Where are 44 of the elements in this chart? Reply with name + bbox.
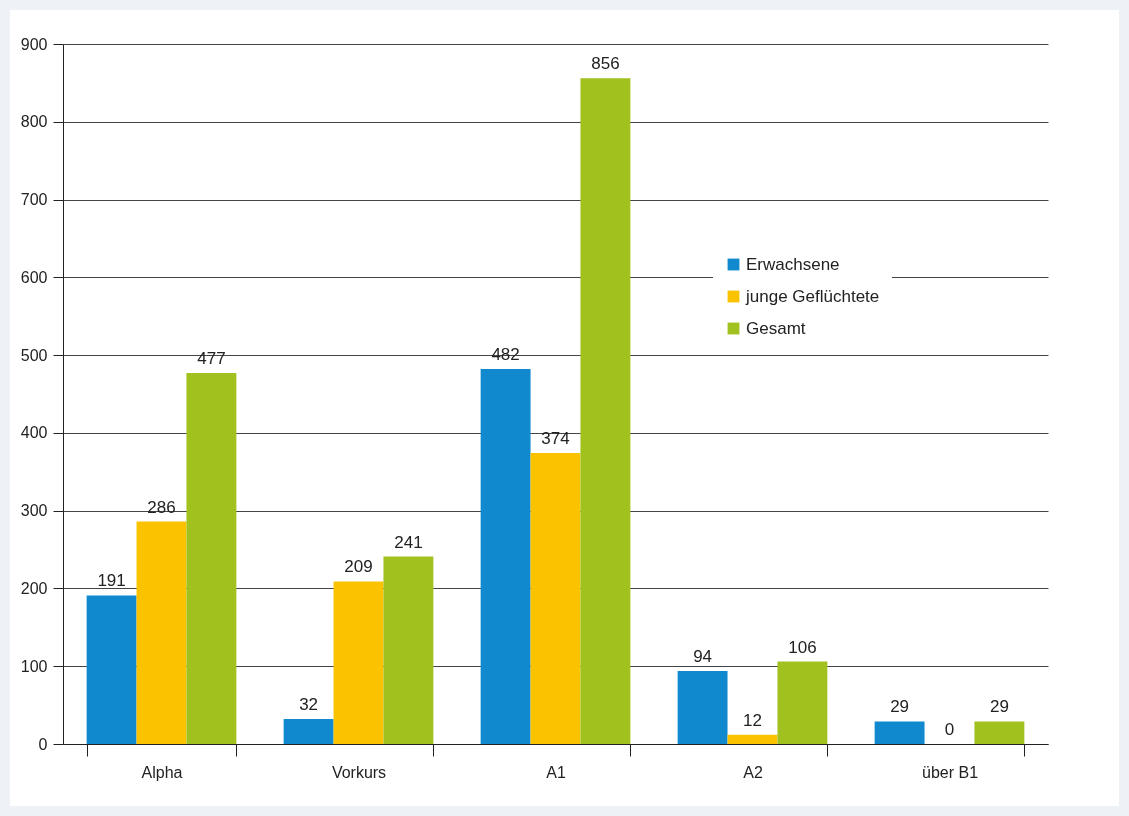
legend-label: Gesamt <box>746 318 806 338</box>
y-tick-label: 200 <box>20 579 48 597</box>
data-label: 241 <box>394 532 423 552</box>
x-tick-label: Alpha <box>141 763 183 781</box>
bar <box>677 670 728 744</box>
y-tick-label: 500 <box>20 346 48 364</box>
y-tick-label: 0 <box>38 735 48 753</box>
data-label: 32 <box>299 695 319 715</box>
y-tick-label: 100 <box>20 657 48 675</box>
y-tick-label: 400 <box>20 424 48 442</box>
data-label: 12 <box>743 710 762 730</box>
data-label: 29 <box>989 697 1009 717</box>
x-tick-label: über B1 <box>921 763 979 781</box>
bar <box>874 721 925 744</box>
data-label: 106 <box>788 637 817 657</box>
bar <box>383 556 434 744</box>
bar <box>136 521 187 744</box>
bar <box>86 595 137 744</box>
bar <box>480 369 531 744</box>
bar <box>974 721 1025 744</box>
x-tick-label: A1 <box>546 763 566 781</box>
legend-label: Erwachsene <box>746 254 840 274</box>
y-tick-label: 700 <box>20 191 48 209</box>
data-label: 856 <box>591 54 620 74</box>
y-tick-label: 900 <box>20 35 48 53</box>
bar <box>186 373 237 744</box>
bar <box>777 661 828 744</box>
y-tick-label: 800 <box>20 113 48 131</box>
data-label: 29 <box>890 697 910 717</box>
x-tick-label: Vorkurs <box>331 763 387 781</box>
data-label: 374 <box>541 429 570 449</box>
data-label: 94 <box>693 646 713 666</box>
y-tick-label: 300 <box>20 502 48 520</box>
bar <box>333 581 384 744</box>
bar <box>580 78 631 744</box>
y-tick-label: 600 <box>20 268 48 286</box>
bar <box>530 453 581 744</box>
legend-label: junge Geflüchtete <box>745 286 880 306</box>
bar <box>283 719 334 744</box>
data-label: 0 <box>944 720 955 739</box>
data-label: 191 <box>97 571 126 591</box>
data-label: 209 <box>344 557 373 577</box>
bar <box>727 734 778 744</box>
x-tick-label: A2 <box>743 763 763 781</box>
